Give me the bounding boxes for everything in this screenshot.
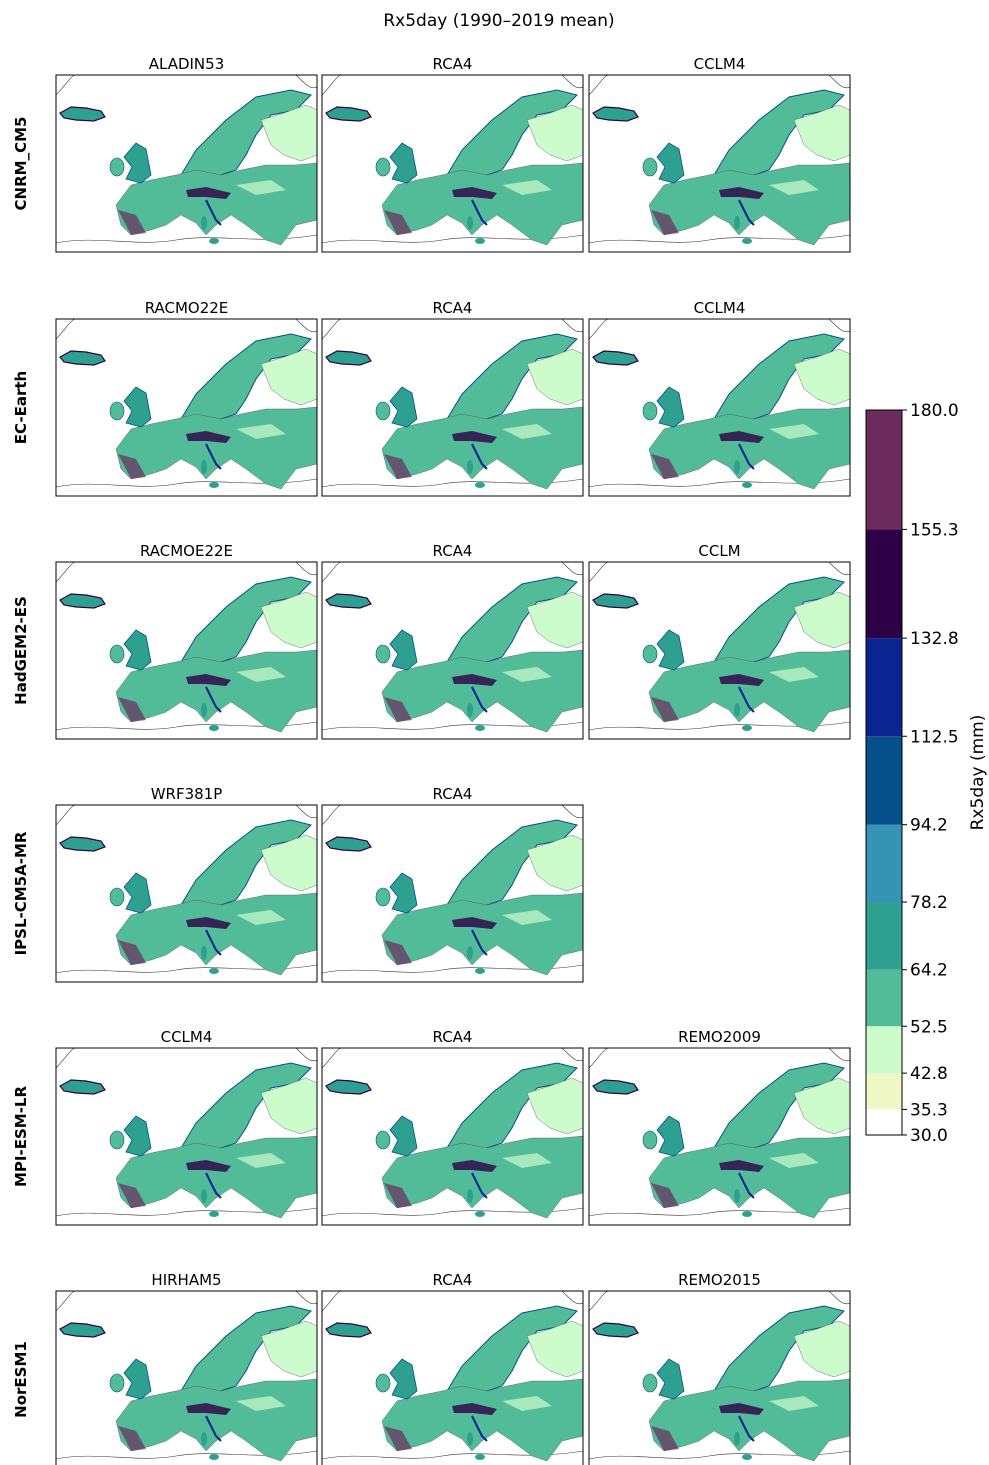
panel-title: CCLM4	[161, 1028, 213, 1046]
row-label: NorESM1	[12, 1341, 30, 1418]
colorbar-segment	[866, 969, 902, 1027]
colorbar-tick-label: 42.8	[910, 1064, 948, 1084]
map	[322, 75, 583, 245]
map	[589, 1291, 850, 1461]
map-frame	[55, 318, 318, 497]
row-label: HadGEM2-ES	[12, 596, 30, 705]
panel-title: CCLM4	[694, 299, 746, 317]
row-label: MPI-ESM-LR	[12, 1086, 30, 1187]
map-frame	[321, 1047, 584, 1226]
panel-title: RCA4	[433, 299, 473, 317]
colorbar-segment	[866, 1026, 902, 1074]
colorbar-segment	[866, 1073, 902, 1110]
map	[322, 319, 583, 489]
map	[322, 1048, 583, 1218]
colorbar-segment	[866, 410, 902, 530]
map	[589, 75, 850, 245]
colorbar-tick-label: 180.0	[910, 401, 959, 421]
panel-title: RACMOE22E	[140, 542, 233, 560]
map-frame	[588, 74, 851, 253]
colorbar-tick-label: 35.3	[910, 1100, 948, 1120]
map-frame	[588, 561, 851, 740]
panel-title: RCA4	[433, 785, 473, 803]
panel-title: REMO2015	[678, 1271, 761, 1289]
panel-title: RACMO22E	[145, 299, 229, 317]
map-frame	[588, 318, 851, 497]
map	[56, 1048, 317, 1218]
map-frame	[55, 1290, 318, 1465]
panel-title: RCA4	[433, 1271, 473, 1289]
map	[56, 319, 317, 489]
colorbar-label: Rx5day (mm)	[968, 715, 988, 831]
colorbar-tick-label: 94.2	[910, 816, 948, 836]
map-frame	[321, 1290, 584, 1465]
colorbar-tick-label: 132.8	[910, 629, 959, 649]
row-label: CNRM_CM5	[12, 117, 30, 211]
panel-title: CCLM4	[694, 55, 746, 73]
map	[56, 805, 317, 975]
panel-title: WRF381P	[151, 785, 223, 803]
map-frame	[588, 1047, 851, 1226]
row-label: EC-Earth	[12, 371, 30, 444]
colorbar-segment	[866, 638, 902, 737]
map-frame	[55, 561, 318, 740]
map	[322, 562, 583, 732]
panel-title: CCLM	[698, 542, 740, 560]
map-frame	[321, 804, 584, 983]
colorbar-segment	[866, 1109, 902, 1135]
colorbar-segment	[866, 736, 902, 825]
colorbar-tick-label: 52.5	[910, 1017, 948, 1037]
panel-title: REMO2009	[678, 1028, 761, 1046]
colorbar-tick-label: 64.2	[910, 961, 948, 981]
colorbar-segment	[866, 902, 902, 970]
panel-title: RCA4	[433, 55, 473, 73]
map	[56, 562, 317, 732]
map-frame	[321, 318, 584, 497]
map-frame	[55, 1047, 318, 1226]
colorbar-segment	[866, 529, 902, 639]
map-frame	[55, 74, 318, 253]
colorbar-tick-label: 155.3	[910, 520, 959, 540]
map	[56, 1291, 317, 1461]
map	[56, 75, 317, 245]
colorbar-segment	[866, 824, 902, 903]
map	[589, 562, 850, 732]
panel-title: HIRHAM5	[151, 1271, 221, 1289]
map	[589, 319, 850, 489]
map	[322, 805, 583, 975]
colorbar-tick-label: 78.2	[910, 893, 948, 913]
map-frame	[55, 804, 318, 983]
map-frame	[321, 561, 584, 740]
panel-title: ALADIN53	[149, 55, 225, 73]
map-frame	[588, 1290, 851, 1465]
map	[322, 1291, 583, 1461]
colorbar-frame	[865, 409, 903, 1136]
map-frame	[321, 74, 584, 253]
map	[589, 1048, 850, 1218]
panel-title: RCA4	[433, 542, 473, 560]
colorbar-tick-label: 112.5	[910, 727, 959, 747]
figure-title: Rx5day (1990–2019 mean)	[383, 11, 614, 31]
row-label: IPSL-CM5A-MR	[12, 831, 30, 955]
panel-title: RCA4	[433, 1028, 473, 1046]
colorbar-tick-label: 30.0	[910, 1126, 948, 1146]
